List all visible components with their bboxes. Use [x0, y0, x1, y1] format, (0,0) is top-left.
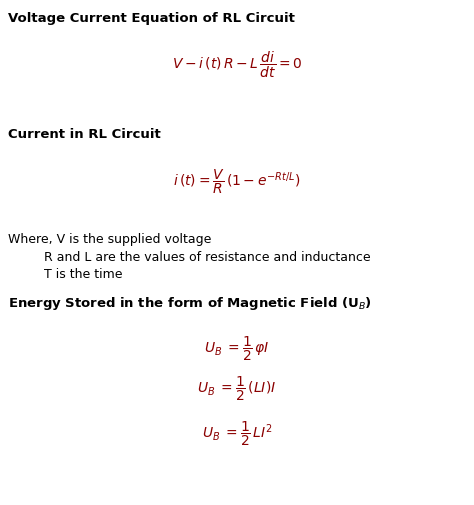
Text: T is the time: T is the time	[8, 268, 122, 281]
Text: R and L are the values of resistance and inductance: R and L are the values of resistance and…	[8, 251, 371, 264]
Text: $U_B\;  =\dfrac{1}{2}\,(LI)I$: $U_B\; =\dfrac{1}{2}\,(LI)I$	[197, 375, 277, 403]
Text: Current in RL Circuit: Current in RL Circuit	[8, 128, 161, 141]
Text: Where, V is the supplied voltage: Where, V is the supplied voltage	[8, 233, 211, 246]
Text: Energy Stored in the form of Magnetic Field (U$_B$): Energy Stored in the form of Magnetic Fi…	[8, 295, 372, 312]
Text: $V - i\,(t)\,R - L\,\dfrac{di}{dt} = 0$: $V - i\,(t)\,R - L\,\dfrac{di}{dt} = 0$	[172, 50, 302, 80]
Text: $i\,(t) = \dfrac{V}{R}\,(1 - e^{-Rt/L})$: $i\,(t) = \dfrac{V}{R}\,(1 - e^{-Rt/L})$	[173, 168, 301, 196]
Text: $U_B\;  =\dfrac{1}{2}\,\varphi I$: $U_B\; =\dfrac{1}{2}\,\varphi I$	[204, 335, 270, 363]
Text: $U_B\;  =\dfrac{1}{2}\,LI^2$: $U_B\; =\dfrac{1}{2}\,LI^2$	[201, 420, 273, 448]
Text: Voltage Current Equation of RL Circuit: Voltage Current Equation of RL Circuit	[8, 12, 295, 25]
